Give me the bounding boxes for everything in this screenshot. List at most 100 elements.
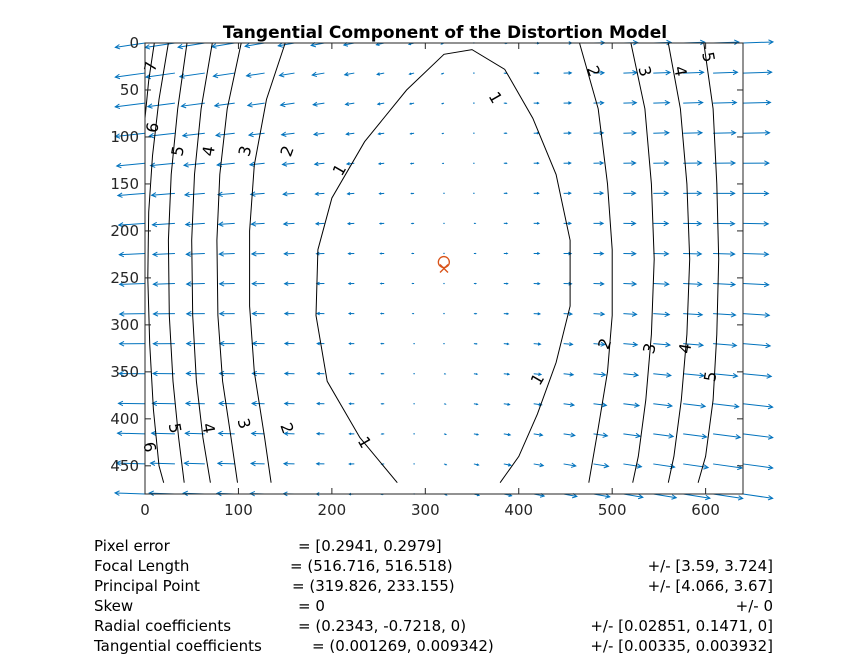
quiver-arrow	[212, 72, 235, 79]
quiver-arrow	[713, 99, 738, 106]
quiver-arrow	[115, 162, 146, 169]
quiver-arrow	[380, 433, 385, 435]
quiver-arrow	[283, 281, 295, 286]
quiver-arrow	[653, 311, 671, 318]
quiver-arrow	[315, 431, 325, 436]
quiver-arrow	[563, 402, 576, 407]
quiver-arrow	[250, 430, 265, 437]
quiver-arrow	[742, 160, 770, 166]
quiver-arrow	[683, 99, 704, 106]
quiver-arrow	[713, 281, 737, 288]
quiver-arrow	[348, 402, 355, 406]
quiver-arrow	[593, 402, 608, 408]
quiver-arrow	[713, 69, 739, 76]
quiver-arrow	[114, 42, 146, 50]
quiver-arrow	[443, 312, 445, 315]
quiver-arrow	[378, 222, 385, 225]
quiver-arrow	[251, 310, 265, 317]
quiver-arrow	[683, 220, 703, 227]
quiver-arrow	[347, 282, 355, 286]
quiver-arrow	[443, 463, 448, 466]
quiver-arrow	[563, 221, 573, 226]
quiver-arrow	[742, 493, 774, 501]
quiver-arrow	[151, 370, 175, 377]
quiver-arrow	[183, 191, 205, 198]
quiver-arrow	[742, 221, 770, 227]
quiver-arrow	[653, 341, 672, 348]
quiver-arrow	[593, 160, 605, 166]
quiver-arrow	[533, 252, 541, 255]
quiver-arrow	[376, 72, 385, 76]
quiver-arrow	[251, 281, 265, 287]
quiver-arrow	[411, 282, 415, 285]
quiver-arrow	[533, 372, 543, 377]
contour-line-1	[315, 49, 571, 484]
quiver-arrow	[503, 222, 509, 225]
quiver-arrow	[653, 372, 672, 378]
x-tick-label: 300	[411, 501, 440, 519]
axes-box	[144, 42, 744, 495]
quiver-arrow	[151, 251, 175, 258]
quiver-arrow	[563, 342, 574, 347]
contour-label: 4	[670, 65, 690, 78]
quiver-arrow	[473, 463, 480, 466]
quiver-arrow	[152, 281, 175, 287]
quiver-arrow	[593, 493, 611, 499]
quiver-arrow	[593, 191, 605, 196]
quiver-arrow	[312, 101, 325, 107]
quiver-arrow	[282, 221, 295, 227]
quiver-arrow	[283, 371, 295, 376]
quiver-arrow	[653, 130, 670, 136]
quiver-arrow	[742, 403, 774, 410]
quiver-arrow	[742, 433, 774, 440]
quiver-arrow	[184, 221, 205, 228]
y-tick-label: 400	[110, 410, 139, 428]
quiver-arrow	[503, 72, 508, 75]
quiver-arrow	[312, 131, 325, 137]
quiver-arrow	[345, 131, 355, 136]
quiver-arrow	[473, 252, 477, 255]
quiver-arrow	[185, 251, 205, 257]
quiver-arrow	[184, 430, 205, 437]
quiver-arrow	[653, 190, 670, 196]
quiver-arrow	[250, 221, 265, 227]
quiver-arrow	[377, 132, 385, 136]
quiver-arrow	[683, 69, 705, 76]
quiver-arrow	[563, 462, 577, 468]
quiver-arrow	[216, 191, 235, 198]
quiver-arrow	[348, 432, 355, 436]
quiver-arrow	[443, 433, 447, 436]
quiver-arrow	[533, 462, 545, 468]
quiver-arrow	[314, 221, 325, 226]
quiver-arrow	[413, 433, 415, 435]
quiver-arrow	[279, 101, 295, 108]
quiver-arrow	[742, 281, 770, 288]
contour-label: 3	[234, 144, 255, 159]
quiver-arrow	[683, 190, 703, 197]
quiver-arrow	[283, 251, 295, 257]
quiver-arrow	[249, 191, 265, 197]
quiver-arrow	[623, 341, 639, 348]
quiver-arrow	[217, 430, 235, 437]
quiver-arrow	[344, 102, 355, 107]
quiver-arrow	[473, 72, 475, 74]
quiver-arrow	[533, 342, 542, 346]
quiver-arrow	[623, 190, 637, 196]
quiver-arrow	[533, 101, 540, 105]
contour-line-5	[697, 42, 720, 483]
quiver-arrow	[116, 430, 146, 436]
quiver-arrow	[742, 312, 771, 318]
quiver-arrow	[115, 460, 146, 466]
quiver-arrow	[503, 102, 508, 105]
contour-lines	[144, 42, 720, 484]
quiver-arrow	[563, 191, 572, 195]
x-tick-label: 100	[224, 501, 253, 519]
quiver-arrow	[413, 342, 415, 345]
quiver-arrow	[653, 100, 671, 106]
chart-title: Tangential Component of the Distortion M…	[223, 23, 667, 43]
quiver-arrow	[311, 71, 325, 78]
quiver-arrow	[185, 281, 205, 287]
quiver-arrow	[408, 72, 415, 76]
quiver-arrow	[281, 161, 295, 167]
quiver-arrow	[313, 161, 325, 167]
